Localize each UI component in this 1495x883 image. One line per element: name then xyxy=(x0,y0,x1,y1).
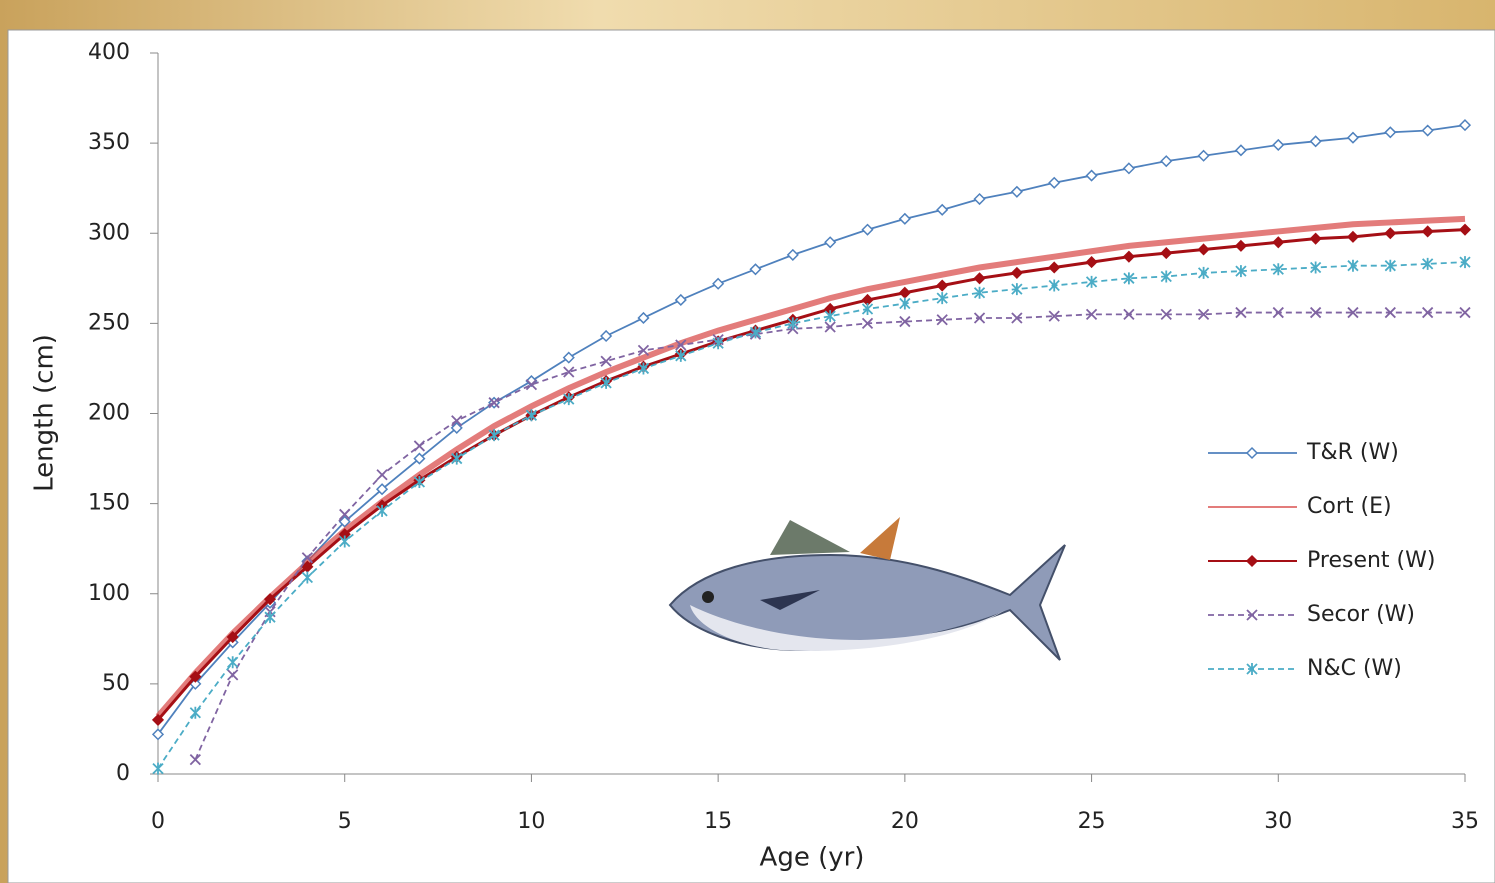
x-tick-label: 5 xyxy=(338,809,352,834)
y-tick-label: 50 xyxy=(102,671,130,696)
y-tick-label: 350 xyxy=(88,130,130,155)
legend-label: Secor (W) xyxy=(1307,602,1415,627)
x-axis-title: Age (yr) xyxy=(760,843,865,873)
y-tick-label: 100 xyxy=(88,581,130,606)
x-tick-label: 35 xyxy=(1451,809,1479,834)
chart-background xyxy=(8,30,1495,883)
x-tick-label: 15 xyxy=(704,809,732,834)
x-tick-label: 30 xyxy=(1264,809,1292,834)
y-tick-label: 200 xyxy=(88,401,130,426)
y-tick-label: 400 xyxy=(88,40,130,65)
y-tick-label: 150 xyxy=(88,491,130,516)
x-tick-label: 25 xyxy=(1078,809,1106,834)
legend-label: Present (W) xyxy=(1307,548,1435,573)
x-tick-label: 10 xyxy=(517,809,545,834)
y-axis-title: Length (cm) xyxy=(30,334,60,492)
y-tick-label: 300 xyxy=(88,220,130,245)
y-tick-label: 250 xyxy=(88,310,130,335)
y-tick-label: 0 xyxy=(116,761,130,786)
chart: Age (yr) Length (cm) 0501001502002503003… xyxy=(0,0,1495,883)
legend-label: N&C (W) xyxy=(1307,656,1402,681)
legend-label: T&R (W) xyxy=(1306,440,1399,465)
legend-label: Cort (E) xyxy=(1307,494,1392,519)
page: Age (yr) Length (cm) 0501001502002503003… xyxy=(0,0,1495,883)
x-tick-label: 20 xyxy=(891,809,919,834)
x-tick-label: 0 xyxy=(151,809,165,834)
